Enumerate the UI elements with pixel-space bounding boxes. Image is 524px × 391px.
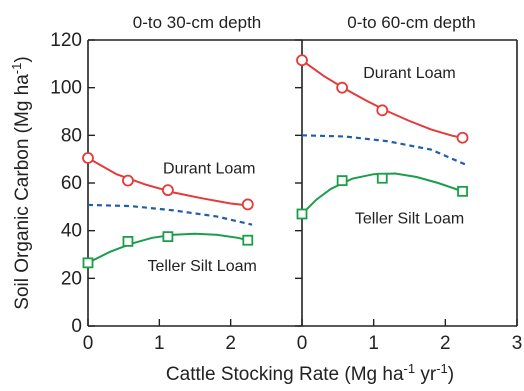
durant-loam-point xyxy=(161,184,174,197)
x-tick-label: 2 xyxy=(440,333,451,354)
x-tick-label: 3 xyxy=(512,333,523,354)
x-axis-label-sup: -1 xyxy=(404,361,416,376)
teller-fit-line xyxy=(87,232,249,264)
x-axis-label-main: Cattle Stocking Rate (Mg ha xyxy=(166,364,404,385)
durant-fit-line xyxy=(87,157,248,207)
y-tick-label: 120 xyxy=(50,30,82,51)
y-tick-label: 20 xyxy=(61,268,82,289)
durant-loam-point xyxy=(122,174,134,187)
y-tick-label: 40 xyxy=(61,221,82,242)
y-tick-label: 80 xyxy=(61,125,82,146)
mean-dashed-line xyxy=(301,134,468,167)
teller-silt-loam-point xyxy=(242,234,254,246)
teller-silt-loam-label: Teller Silt Loam xyxy=(355,211,464,228)
durant-loam-label: Durant Loam xyxy=(163,160,256,177)
durant-loam-point xyxy=(336,81,349,94)
durant-loam-point xyxy=(296,54,308,67)
teller-silt-loam-point xyxy=(296,208,308,220)
y-axis-label-end: ) xyxy=(12,56,33,62)
y-tick-label: 100 xyxy=(50,78,82,99)
mean-dashed-line xyxy=(87,203,253,226)
durant-loam-point xyxy=(241,198,254,211)
x-axis-label-sup: -1 xyxy=(436,361,448,376)
teller-silt-loam-point xyxy=(162,231,174,243)
y-tick-label: 0 xyxy=(71,316,82,337)
x-axis-label: Cattle Stocking Rate (Mg ha-1 yr-1) xyxy=(166,361,454,385)
teller-silt-loam-point xyxy=(336,175,348,187)
y-axis-label-sup: -1 xyxy=(9,63,24,75)
durant-loam-point xyxy=(82,152,94,164)
teller-silt-loam-label: Teller Silt Loam xyxy=(147,258,256,275)
teller-silt-loam-point xyxy=(122,235,134,247)
teller-silt-loam-point xyxy=(376,172,388,184)
x-tick-label: 1 xyxy=(368,333,379,354)
teller-silt-loam-point xyxy=(457,185,468,197)
durant-loam-label: Durant Loam xyxy=(363,65,456,82)
x-axis-label-end: ) xyxy=(448,364,454,385)
x-tick-label: 1 xyxy=(154,333,165,354)
panel-title: 0-to 60-cm depth xyxy=(347,13,476,32)
x-axis-label-mid: yr xyxy=(415,364,437,385)
durant-loam-point xyxy=(456,131,469,144)
x-tick-label: 0 xyxy=(297,333,308,354)
x-tick-label: 0 xyxy=(83,333,94,354)
teller-silt-loam-point xyxy=(82,257,94,269)
durant-loam-point xyxy=(376,104,389,117)
teller-fit-line xyxy=(301,172,463,215)
x-tick-label: 2 xyxy=(225,333,236,354)
y-axis-label: Soil Organic Carbon (Mg ha-1) xyxy=(9,56,33,309)
y-tick-label: 60 xyxy=(61,173,82,194)
panel-title: 0-to 30-cm depth xyxy=(133,13,262,32)
y-axis-label-main: Soil Organic Carbon (Mg ha xyxy=(12,74,33,310)
